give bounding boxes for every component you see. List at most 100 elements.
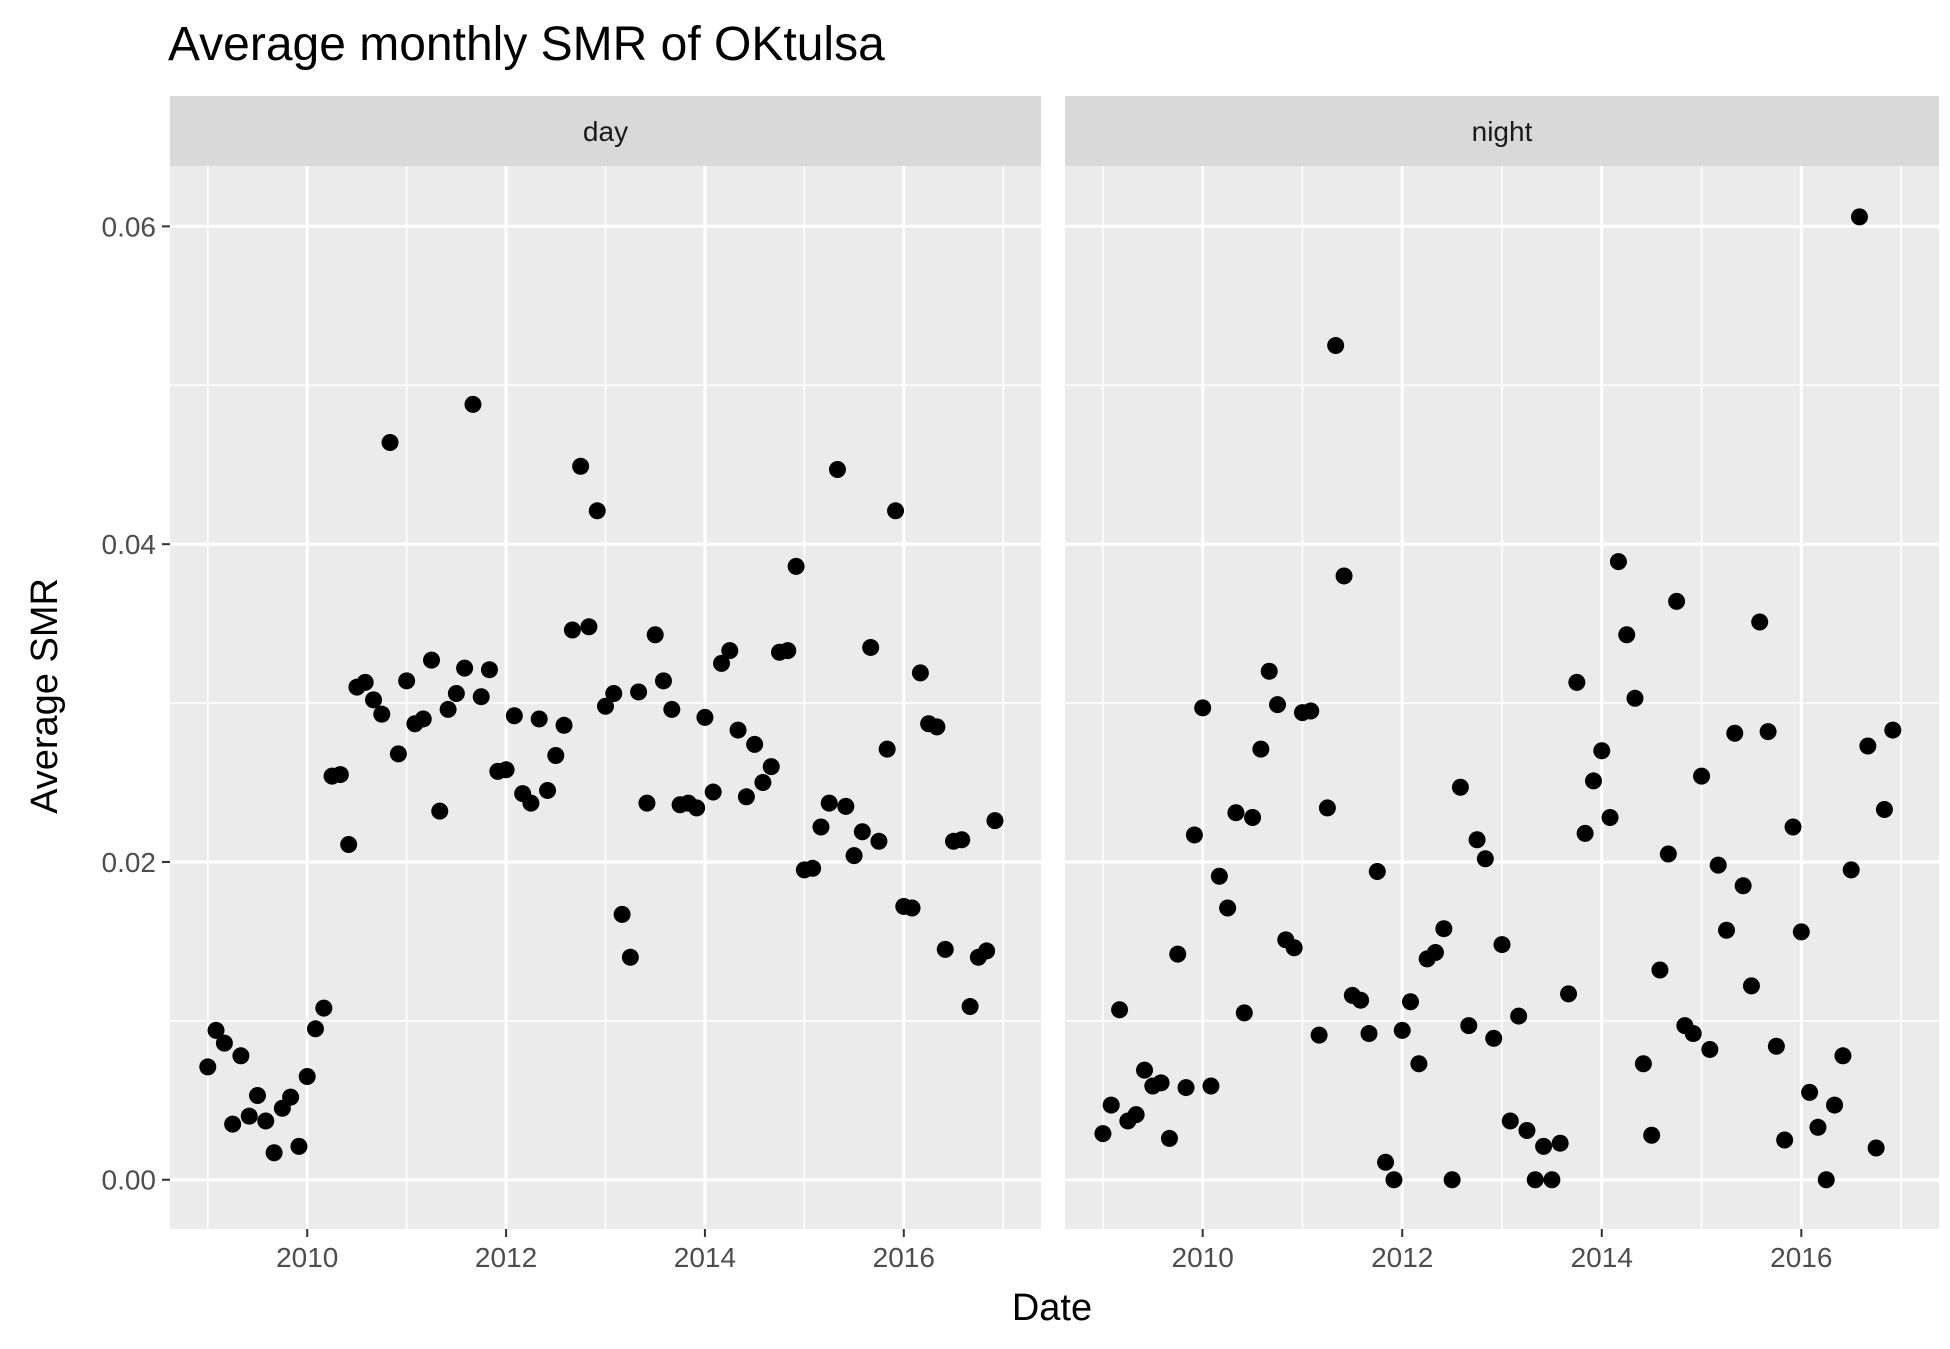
data-point-night: [1526, 1171, 1544, 1189]
x-tick-label: 2014: [1571, 1242, 1633, 1273]
data-point-night: [1368, 862, 1386, 880]
data-point-day: [646, 626, 664, 644]
data-point-day: [464, 395, 482, 413]
data-point-day: [654, 672, 672, 690]
data-point-night: [1643, 1126, 1661, 1144]
facet-panels: day 2010 2012 2014 2016 night 2010 2012 2014 2016: [170, 96, 1939, 1273]
data-point-day: [911, 664, 929, 682]
data-point-day: [381, 433, 399, 451]
data-point-day: [729, 721, 747, 739]
x-tick-label: 2010: [276, 1242, 338, 1273]
data-point-night: [1244, 808, 1262, 826]
data-point-night: [1460, 1017, 1478, 1035]
data-point-day: [663, 700, 681, 718]
data-point-night: [1776, 1131, 1794, 1149]
data-point-night: [1377, 1153, 1395, 1171]
data-point-night: [1784, 818, 1802, 836]
data-point-night: [1160, 1129, 1178, 1147]
data-point-night: [1726, 724, 1744, 742]
x-axis-title: Date: [1012, 1287, 1092, 1329]
data-point-day: [936, 940, 954, 958]
data-point-night: [1485, 1029, 1503, 1047]
data-point-day: [232, 1047, 250, 1065]
x-tick-label: 2014: [674, 1242, 736, 1273]
data-point-day: [737, 788, 755, 806]
data-point-day: [422, 651, 440, 669]
data-point-day: [414, 710, 432, 728]
data-point-day: [439, 700, 457, 718]
data-point-day: [812, 818, 830, 836]
data-point-day: [431, 802, 449, 820]
data-point-day: [257, 1112, 275, 1130]
data-point-day: [721, 642, 739, 660]
data-point-night: [1127, 1106, 1145, 1124]
data-point-night: [1219, 899, 1237, 917]
data-point-night: [1410, 1055, 1428, 1073]
data-point-day: [240, 1107, 258, 1125]
data-point-night: [1626, 689, 1644, 707]
data-point-day: [580, 618, 598, 636]
data-point-night: [1252, 740, 1270, 758]
data-point-night: [1584, 772, 1602, 790]
data-point-night: [1593, 742, 1611, 760]
data-point-day: [887, 502, 905, 520]
data-point-night: [1576, 824, 1594, 842]
data-point-night: [1102, 1096, 1120, 1114]
data-point-day: [497, 761, 515, 779]
data-point-night: [1801, 1083, 1819, 1101]
data-point-night: [1510, 1007, 1528, 1025]
data-point-day: [207, 1021, 225, 1039]
data-point-night: [1734, 877, 1752, 895]
x-tick-label: 2012: [1371, 1242, 1433, 1273]
data-point-night: [1111, 1001, 1129, 1019]
data-point-night: [1285, 939, 1303, 957]
data-point-night: [1859, 737, 1877, 755]
data-point-day: [688, 799, 706, 817]
data-point-night: [1751, 613, 1769, 631]
data-point-night: [1668, 592, 1686, 610]
data-point-day: [480, 661, 498, 679]
data-point-night: [1194, 699, 1212, 717]
data-point-night: [1210, 867, 1228, 885]
data-point-night: [1693, 767, 1711, 785]
data-point-day: [845, 847, 863, 865]
data-point-day: [331, 766, 349, 784]
data-point-night: [1177, 1079, 1195, 1097]
data-point-day: [505, 707, 523, 725]
y-tick-label: 0.04: [102, 529, 157, 560]
data-point-day: [878, 740, 896, 758]
data-point-night: [1651, 961, 1669, 979]
data-point-day: [754, 774, 772, 792]
data-point-day: [588, 502, 606, 520]
data-point-day: [837, 797, 855, 815]
data-point-day: [928, 718, 946, 736]
data-point-night: [1826, 1096, 1844, 1114]
data-point-day: [820, 794, 838, 812]
data-point-night: [1202, 1077, 1220, 1095]
data-point-night: [1493, 936, 1511, 954]
data-point-day: [762, 758, 780, 776]
data-point-night: [1884, 721, 1902, 739]
data-point-night: [1327, 337, 1345, 355]
data-point-day: [961, 998, 979, 1016]
data-point-day: [779, 642, 797, 660]
data-point-night: [1817, 1171, 1835, 1189]
x-tick-label: 2012: [475, 1242, 537, 1273]
data-point-day: [638, 794, 656, 812]
data-point-day: [447, 685, 465, 703]
data-point-day: [978, 942, 996, 960]
x-tick-label: 2016: [1770, 1242, 1832, 1273]
data-point-night: [1875, 801, 1893, 819]
y-tick-label: 0.00: [102, 1165, 157, 1196]
data-point-night: [1518, 1121, 1536, 1139]
data-point-night: [1618, 626, 1636, 644]
y-axis: 0.00 0.02 0.04 0.06: [102, 211, 170, 1196]
data-point-night: [1227, 804, 1245, 822]
data-point-day: [306, 1020, 324, 1038]
data-point-day: [828, 460, 846, 478]
data-point-night: [1867, 1139, 1885, 1157]
data-point-day: [547, 746, 565, 764]
data-point-day: [373, 705, 391, 723]
data-point-night: [1152, 1074, 1170, 1092]
